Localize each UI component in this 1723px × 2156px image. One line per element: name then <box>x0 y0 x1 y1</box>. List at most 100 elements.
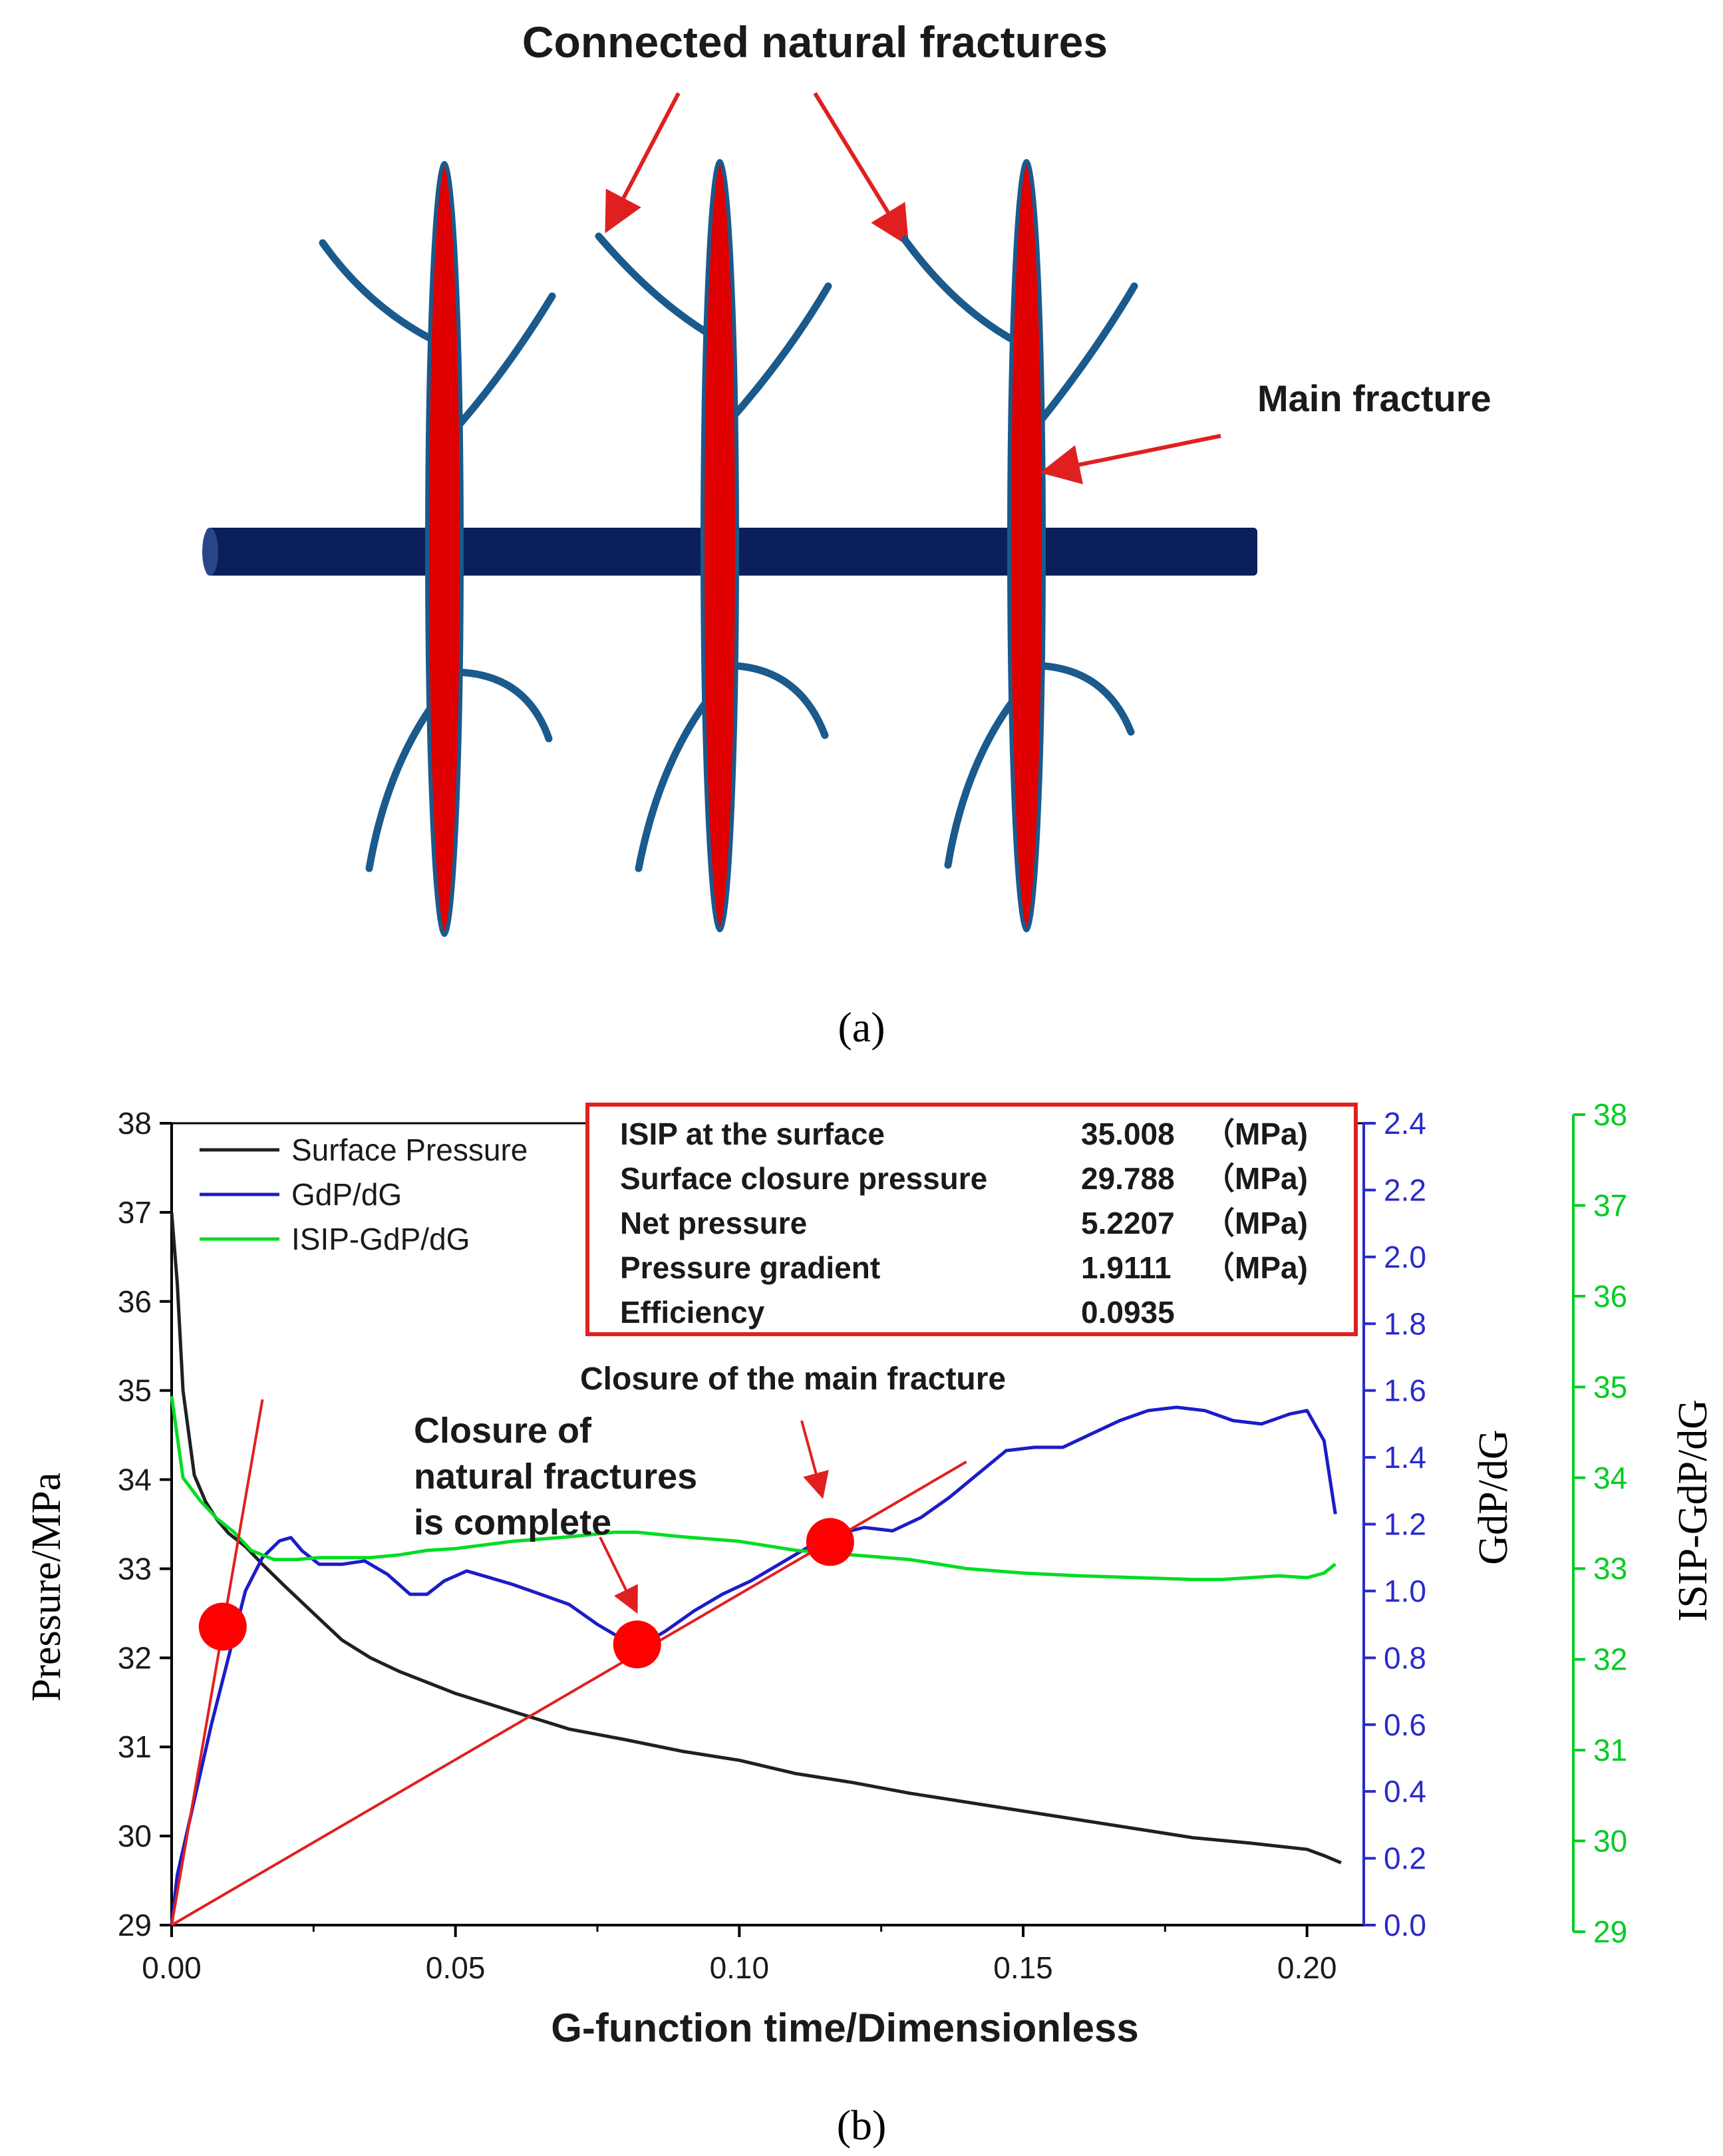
y-right2-tick-label: 34 <box>1593 1461 1627 1495</box>
annotation-natural-line3: is complete <box>414 1503 611 1542</box>
main-fractures <box>425 159 1046 937</box>
fit-line-0 <box>170 1399 264 1926</box>
legend-label-1: GdP/dG <box>291 1177 402 1212</box>
y-right2-tick-label: 35 <box>1593 1369 1627 1404</box>
closure-markers <box>198 1518 854 1669</box>
y-left-tick-label: 30 <box>118 1819 152 1853</box>
y-axis-label-right1: GdP/dG <box>1471 1429 1516 1564</box>
x-tick-label: 0.15 <box>993 1950 1053 1985</box>
y-right2-tick-label: 29 <box>1593 1914 1627 1949</box>
info-row-value: 5.2207 <box>1081 1206 1175 1240</box>
y-right1-tick-label: 1.2 <box>1384 1507 1426 1542</box>
natural-fracture <box>365 701 436 872</box>
info-box-rows: ISIP at the surface 35.008 （MPa) Surface cl… <box>620 1117 1308 1330</box>
info-row-label: ISIP at the surface <box>620 1117 885 1151</box>
callout-arrow-1 <box>605 92 681 234</box>
info-row-value: 0.0935 <box>1081 1295 1175 1330</box>
info-row-label: Surface closure pressure <box>620 1161 987 1196</box>
y-right1-tick-label: 1.4 <box>1384 1440 1426 1475</box>
y-right2-tick-label: 33 <box>1593 1551 1627 1586</box>
annotation-natural-line1: Closure of <box>414 1411 592 1451</box>
legend-label-2: ISIP-GdP/dG <box>291 1222 470 1256</box>
natural-fracture <box>944 695 1018 869</box>
y-left-tick-label: 36 <box>118 1284 152 1319</box>
x-tick-label: 0.10 <box>710 1950 770 1985</box>
annotation-arrow-main <box>800 1420 829 1499</box>
y-right1-tick-label: 1.6 <box>1384 1373 1426 1408</box>
annotation-arrow-natural <box>599 1536 638 1614</box>
info-row-value: 29.788 <box>1081 1161 1175 1196</box>
series-line-1 <box>170 1405 1337 1926</box>
callout-natural-fractures: Connected natural fractures <box>522 17 1108 67</box>
info-row-unit: （MPa) <box>1204 1250 1308 1285</box>
x-tick-label: 0.00 <box>142 1950 202 1985</box>
x-axis-label: G-function time/Dimensionless <box>551 2006 1138 2050</box>
panel-b-label: (b) <box>837 2101 887 2149</box>
natural-fracture <box>901 236 1028 350</box>
info-row-unit: （MPa) <box>1204 1161 1308 1196</box>
natural-fracture <box>1027 661 1135 736</box>
closure-marker-2 <box>806 1518 854 1566</box>
y-left-tick-label: 33 <box>118 1551 152 1586</box>
y-left-tick-label: 32 <box>118 1640 152 1675</box>
y-right2-tick-label: 36 <box>1593 1279 1627 1314</box>
callout-arrow-main <box>1040 434 1221 484</box>
y-right1-tick-label: 0.6 <box>1384 1707 1426 1742</box>
panel-a: Connected natural fractures <box>202 17 1491 1051</box>
y-right1-tick-label: 0.2 <box>1384 1841 1426 1876</box>
closure-marker-0 <box>198 1602 247 1651</box>
natural-fracture <box>635 695 712 872</box>
annotation-main-fracture: Closure of the main fracture <box>580 1361 1006 1397</box>
y-left-tick-label: 29 <box>118 1908 152 1942</box>
y-left-tick-label: 34 <box>118 1463 152 1497</box>
natural-fracture <box>1027 282 1138 437</box>
info-row-value: 35.008 <box>1081 1117 1175 1151</box>
panel-b: 0.00 0.05 0.10 0.15 0.20 29 30 31 32 33 34 35 36 37 38… <box>24 1097 1716 2149</box>
y-right2-tick-label: 32 <box>1593 1642 1627 1677</box>
y-left-tick-label: 38 <box>118 1106 152 1141</box>
info-row-label: Net pressure <box>620 1206 807 1240</box>
natural-fracture <box>721 282 832 430</box>
natural-fracture <box>319 239 450 350</box>
natural-fractures-lower <box>365 661 1135 872</box>
annotation-natural-line2: natural fractures <box>414 1457 697 1497</box>
main-fracture <box>1007 159 1046 932</box>
y-right1-tick-label: 2.0 <box>1384 1240 1426 1274</box>
y-axis-label-right2: ISIP-GdP/dG <box>1670 1399 1716 1622</box>
y-right2-tick-label: 31 <box>1593 1733 1627 1767</box>
y-right1-tick-label: 1.0 <box>1384 1574 1426 1608</box>
info-row-unit: （MPa) <box>1204 1206 1308 1240</box>
info-row-label: Pressure gradient <box>620 1250 880 1285</box>
callout-arrow-2 <box>813 92 909 247</box>
y-right1-tick-label: 2.4 <box>1384 1106 1426 1141</box>
natural-fracture <box>595 232 722 343</box>
x-tick-label: 0.20 <box>1277 1950 1337 1985</box>
panel-a-label: (a) <box>838 1003 885 1051</box>
y-axis-label-left: Pressure/MPa <box>24 1473 69 1702</box>
y-right1-tick-label: 0.4 <box>1384 1774 1426 1809</box>
natural-fracture <box>448 668 553 743</box>
legend: Surface Pressure GdP/dG ISIP-GdP/dG <box>200 1133 528 1256</box>
natural-fractures-upper <box>319 232 1138 437</box>
y-right1-tick-label: 0.8 <box>1384 1640 1426 1675</box>
y-right2-tick-label: 38 <box>1593 1097 1627 1132</box>
closure-marker-1 <box>613 1620 661 1669</box>
y-left-tick-label: 37 <box>118 1195 152 1230</box>
info-row-label: Efficiency <box>620 1295 765 1330</box>
natural-fracture <box>721 661 829 739</box>
y-left-tick-label: 31 <box>118 1729 152 1764</box>
natural-fracture <box>448 292 556 437</box>
axes: 0.00 0.05 0.10 0.15 0.20 29 30 31 32 33 34 35 36 37 38… <box>118 1097 1627 1985</box>
x-tick-label: 0.05 <box>426 1950 486 1985</box>
y-right1-tick-label: 1.8 <box>1384 1306 1426 1341</box>
y-right2-tick-label: 30 <box>1593 1824 1627 1859</box>
main-fracture <box>701 159 739 932</box>
info-row-unit: （MPa) <box>1204 1117 1308 1151</box>
callout-main-fracture: Main fracture <box>1257 377 1491 419</box>
info-box <box>585 1103 1358 1336</box>
legend-label-0: Surface Pressure <box>291 1133 528 1167</box>
y-right2-tick-label: 37 <box>1593 1188 1627 1222</box>
y-right1-tick-label: 0.0 <box>1384 1908 1426 1942</box>
y-left-tick-label: 35 <box>118 1373 152 1408</box>
